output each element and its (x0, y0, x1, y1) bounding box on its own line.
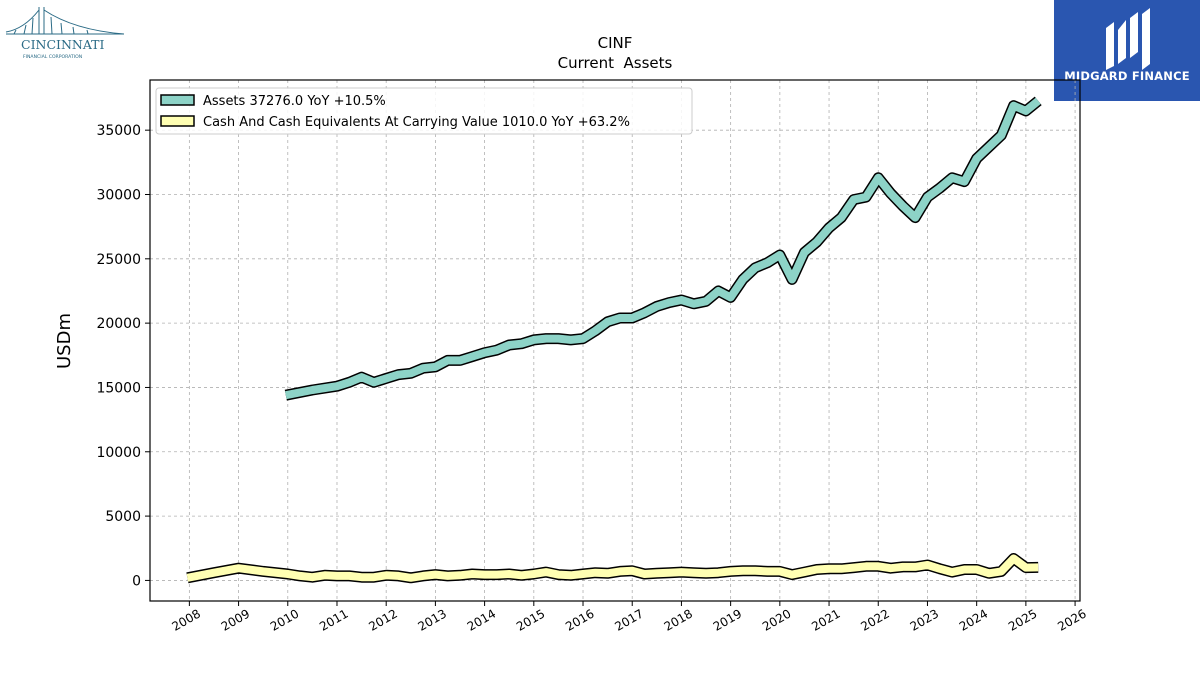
x-tick-label: 2018 (662, 606, 695, 633)
y-tick-label: 5000 (105, 509, 141, 525)
legend-label-1: Assets 37276.0 YoY +10.5% (203, 94, 386, 109)
x-tick-label: 2015 (514, 606, 547, 633)
x-tick-label: 2024 (957, 606, 990, 633)
x-tick-label: 2017 (612, 606, 645, 633)
chart-title: CINF (598, 34, 633, 52)
legend-swatch-1 (160, 94, 195, 106)
x-tick-label: 2020 (760, 606, 793, 633)
series-line-1 (285, 97, 1041, 400)
midgard-wordmark: MIDGARD FINANCE (1064, 69, 1190, 83)
cincinnati-wordmark: CINCINNATI (21, 37, 104, 52)
midgard-mark-icon (1106, 8, 1150, 70)
cincinnati-financial-logo: CINCINNATI FINANCIAL CORPORATION (4, 4, 126, 62)
x-tick-label: 2010 (268, 606, 301, 633)
x-tick-label: 2025 (1006, 606, 1039, 633)
y-tick-label: 25000 (96, 252, 141, 268)
cincinnati-sub-wordmark: FINANCIAL CORPORATION (23, 54, 82, 60)
series-line-2 (186, 554, 1039, 582)
legend-swatch-2 (160, 115, 195, 127)
bridge-icon: CINCINNATI FINANCIAL CORPORATION (5, 7, 125, 60)
x-tick-label: 2011 (317, 606, 350, 633)
y-tick-label: 20000 (96, 316, 141, 332)
x-tick-label: 2019 (711, 606, 744, 633)
y-tick-label: 30000 (96, 187, 141, 203)
legend-box (155, 87, 693, 135)
y-tick-label: 10000 (96, 445, 141, 461)
y-tick-label: 0 (132, 573, 141, 589)
y-tick-label: 35000 (96, 123, 141, 139)
legend-label-2: Cash And Cash Equivalents At Carrying Va… (203, 115, 630, 130)
midgard-finance-logo: MIDGARD FINANCE (1054, 0, 1200, 101)
x-tick-label: 2021 (809, 606, 842, 633)
x-tick-label: 2013 (416, 606, 449, 633)
y-tick-label: 15000 (96, 380, 141, 396)
y-axis-label: USDm (54, 313, 75, 369)
x-tick-label: 2009 (219, 606, 252, 633)
x-tick-label: 2008 (170, 606, 203, 633)
grid-lines (150, 80, 1080, 601)
legend: Assets 37276.0 YoY +10.5% Cash And Cash E… (155, 87, 693, 135)
series-outline-1 (284, 96, 1042, 401)
x-tick-label: 2012 (366, 606, 399, 633)
x-tick-label: 2014 (465, 606, 498, 633)
x-axis: 2008 2009 2010 2011 2012 2013 2014 2015 2016 2017… (170, 601, 1089, 634)
x-tick-label: 2026 (1055, 606, 1088, 633)
x-tick-label: 2023 (908, 606, 941, 633)
plot-frame (149, 79, 1081, 602)
y-axis: 0 5000 10000 15000 20000 25000 30000 35000 (96, 123, 150, 589)
x-tick-label: 2022 (858, 606, 891, 633)
series-layer (186, 96, 1042, 584)
x-tick-label: 2016 (563, 606, 596, 633)
chart-subtitle: Current Assets (558, 54, 673, 72)
